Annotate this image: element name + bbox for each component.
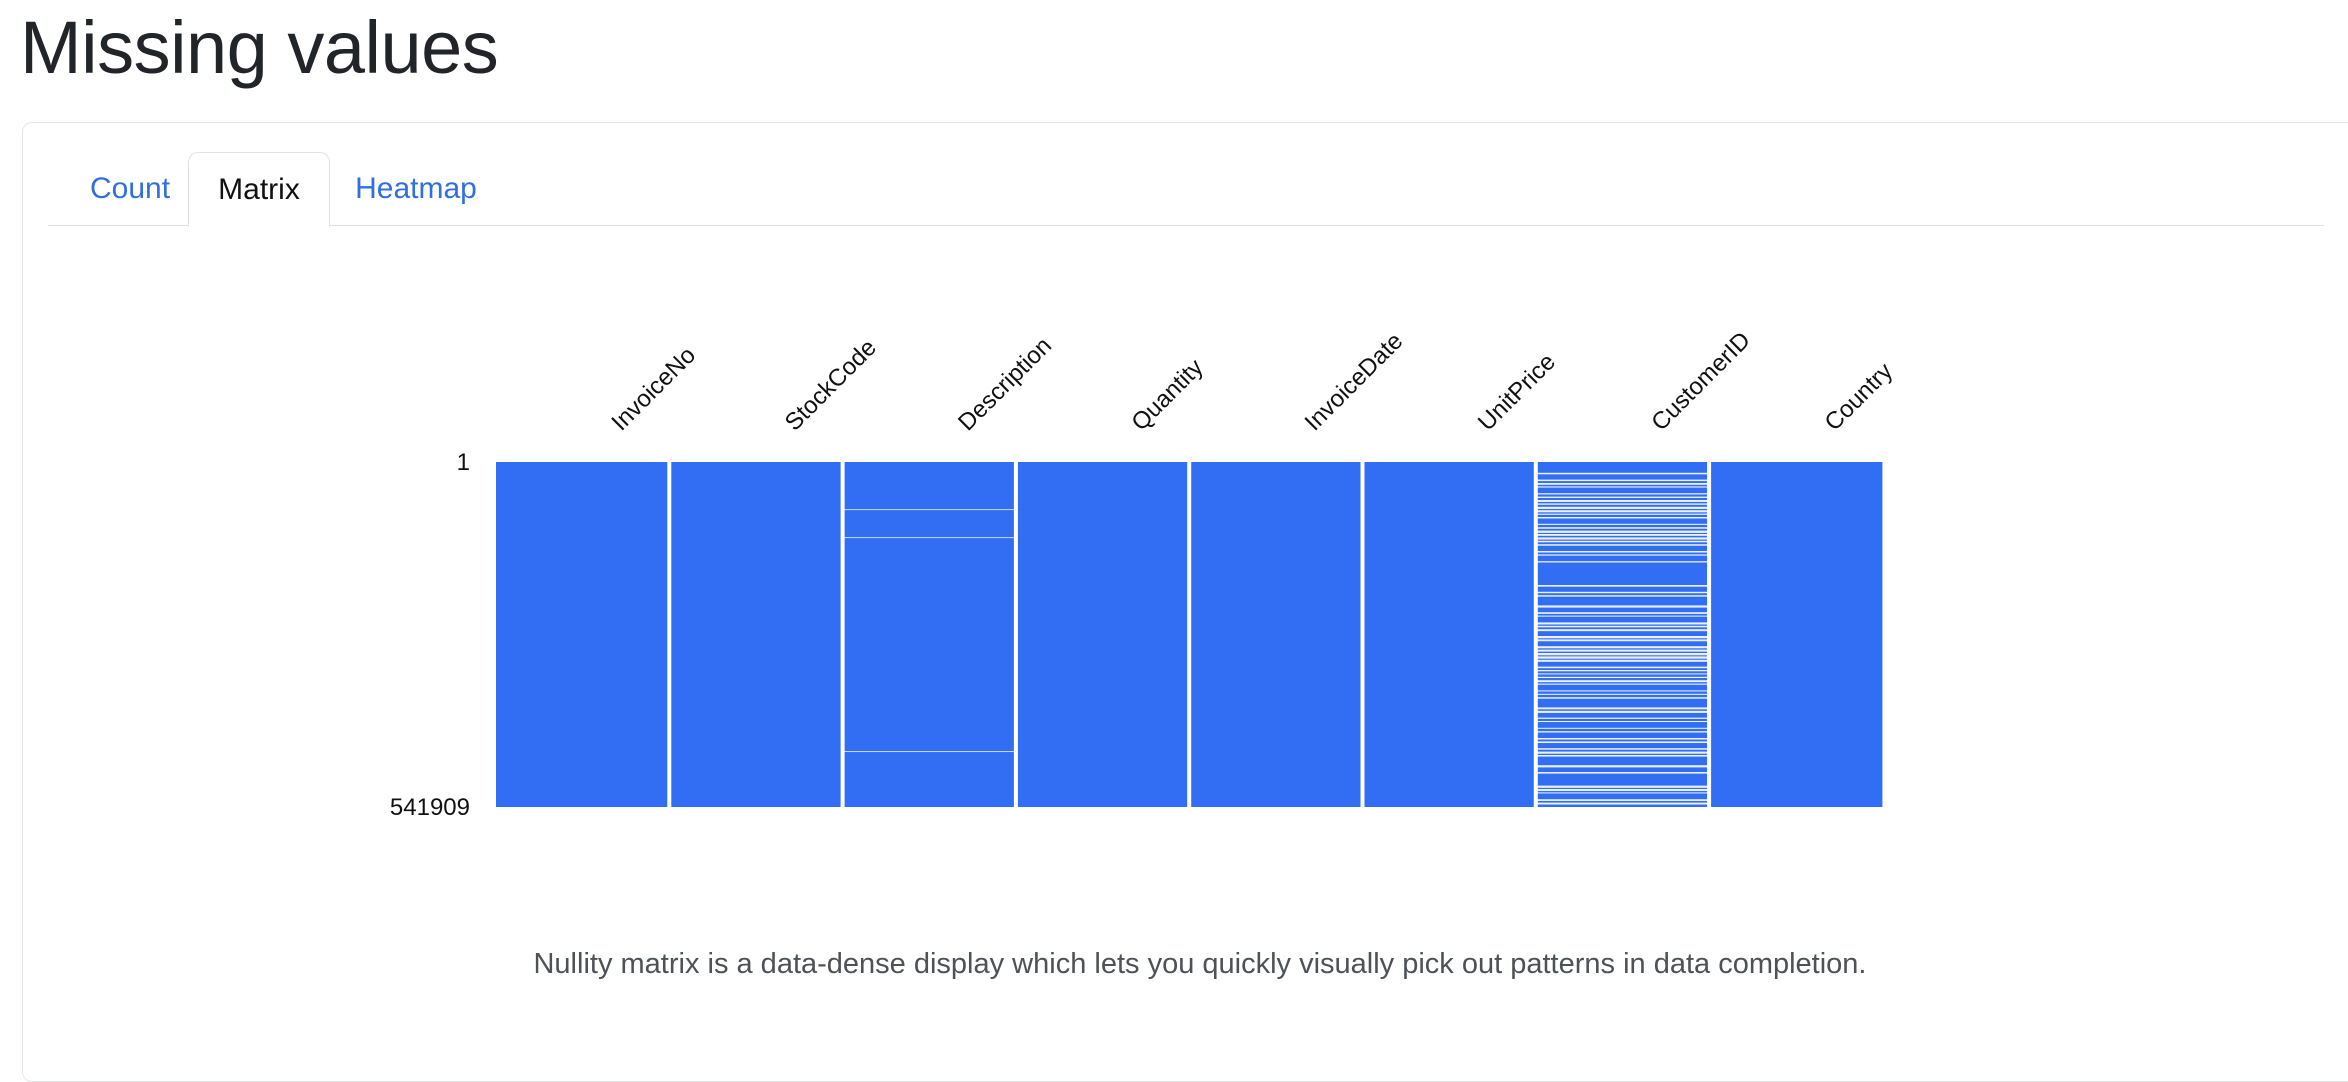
column-label-invoiceno: InvoiceNo (606, 342, 701, 437)
missing-row-customerid (1535, 649, 1710, 652)
missing-row-customerid (1535, 792, 1710, 794)
missing-row-customerid (1535, 683, 1710, 685)
missing-row-customerid (1535, 496, 1710, 498)
column-label-unitprice: UnitPrice (1473, 348, 1561, 436)
tab-heatmap[interactable]: Heatmap (355, 172, 477, 205)
missing-row-customerid (1535, 755, 1710, 757)
nullity-matrix-chart: InvoiceNo StockCode Description Quantity Inv… (390, 327, 1899, 821)
missing-row-customerid (1535, 656, 1710, 659)
column-divider (1013, 462, 1018, 807)
matrix-column-invoiceno (496, 462, 670, 807)
missing-row-customerid (1535, 772, 1710, 774)
matrix-column-unitprice (1362, 462, 1536, 807)
missing-row-customerid (1535, 615, 1710, 617)
missing-row-customerid (1535, 659, 1710, 662)
column-label-invoicedate: InvoiceDate (1300, 328, 1409, 437)
column-label-quantity: Quantity (1126, 354, 1208, 436)
missing-row-customerid (1535, 802, 1710, 805)
matrix-column-quantity (1015, 462, 1190, 807)
missing-row-customerid (1535, 785, 1710, 788)
matrix-caption: Nullity matrix is a data-dense display w… (533, 948, 1867, 980)
missing-row-customerid (1535, 738, 1710, 740)
missing-row-customerid (1535, 534, 1710, 536)
column-label-stockcode: StockCode (780, 334, 882, 436)
missing-row-customerid (1535, 530, 1710, 533)
missing-row-customerid (1535, 765, 1710, 768)
column-divider (840, 462, 845, 807)
missing-row-customerid (1535, 544, 1710, 546)
tab-count[interactable]: Count (89, 172, 171, 205)
missing-row-customerid (1535, 537, 1710, 540)
column-divider (1707, 462, 1712, 807)
missing-row-customerid (1535, 500, 1710, 502)
missing-row-customerid (1535, 517, 1710, 519)
missing-row-customerid (1535, 612, 1710, 614)
missing-row-customerid (1535, 697, 1710, 699)
missing-row-customerid (1535, 595, 1710, 597)
missing-row-customerid (1535, 605, 1710, 608)
page-title: Missing values (20, 6, 499, 89)
missing-row-customerid (1535, 653, 1710, 656)
matrix-column-country (1709, 462, 1883, 807)
missing-row-customerid (1535, 676, 1710, 679)
column-label-customerid: CustomerID (1646, 327, 1756, 437)
missing-row-customerid (1535, 625, 1710, 628)
tab-matrix[interactable]: Matrix (188, 152, 330, 227)
missing-row-customerid (1535, 486, 1710, 488)
column-divider (667, 462, 672, 807)
missing-row-description (842, 509, 1016, 511)
missing-row-customerid (1535, 690, 1710, 692)
column-label-country: Country (1820, 358, 1899, 437)
missing-row-customerid (1535, 523, 1710, 525)
row-label-last: 541909 (390, 794, 470, 821)
column-label-description: Description (953, 332, 1057, 436)
column-divider (1360, 462, 1365, 807)
missing-row-customerid (1535, 472, 1710, 475)
missing-row-customerid (1535, 717, 1710, 719)
missing-row-customerid (1535, 673, 1710, 675)
missing-row-customerid (1535, 639, 1710, 642)
missing-row-customerid (1535, 554, 1710, 556)
missing-row-customerid (1535, 506, 1710, 509)
missing-row-customerid (1535, 551, 1710, 553)
missing-row-customerid (1535, 707, 1710, 710)
missing-row-customerid (1535, 710, 1710, 713)
missing-row-customerid (1535, 585, 1710, 587)
missing-row-customerid (1535, 751, 1710, 754)
missing-row-customerid (1535, 721, 1710, 723)
tab-bar: Count Matrix Heatmap (48, 152, 2324, 227)
missing-row-customerid (1535, 503, 1710, 505)
missing-row-customerid (1535, 748, 1710, 750)
missing-row-customerid (1535, 527, 1710, 529)
matrix-column-invoicedate (1189, 462, 1363, 807)
missing-row-customerid (1535, 731, 1710, 733)
missing-row-customerid (1535, 493, 1710, 495)
column-divider (1533, 462, 1538, 807)
missing-row-description (842, 537, 1016, 539)
missing-row-customerid (1535, 680, 1710, 683)
missing-row-customerid (1535, 789, 1710, 792)
missing-row-customerid (1535, 636, 1710, 639)
missing-row-customerid (1535, 622, 1710, 625)
missing-row-customerid (1535, 741, 1710, 744)
missing-row-customerid (1535, 646, 1710, 649)
matrix-column-description (842, 462, 1016, 807)
missing-row-customerid (1535, 666, 1710, 669)
missing-row-customerid (1535, 483, 1710, 485)
missing-row-customerid (1535, 540, 1710, 543)
missing-row-customerid (1535, 799, 1710, 801)
missing-row-customerid (1535, 693, 1710, 695)
column-divider (1187, 462, 1192, 807)
missing-row-customerid (1535, 479, 1710, 482)
missing-row-customerid (1535, 510, 1710, 513)
missing-row-customerid (1535, 629, 1710, 632)
missing-row-customerid (1535, 561, 1710, 563)
row-label-first: 1 (457, 449, 470, 476)
missing-row-customerid (1535, 591, 1710, 594)
matrix-column-stockcode (669, 462, 843, 807)
missing-row-customerid (1535, 513, 1710, 515)
missing-row-customerid (1535, 670, 1710, 672)
missing-row-description (842, 751, 1016, 753)
missing-row-customerid (1535, 727, 1710, 729)
